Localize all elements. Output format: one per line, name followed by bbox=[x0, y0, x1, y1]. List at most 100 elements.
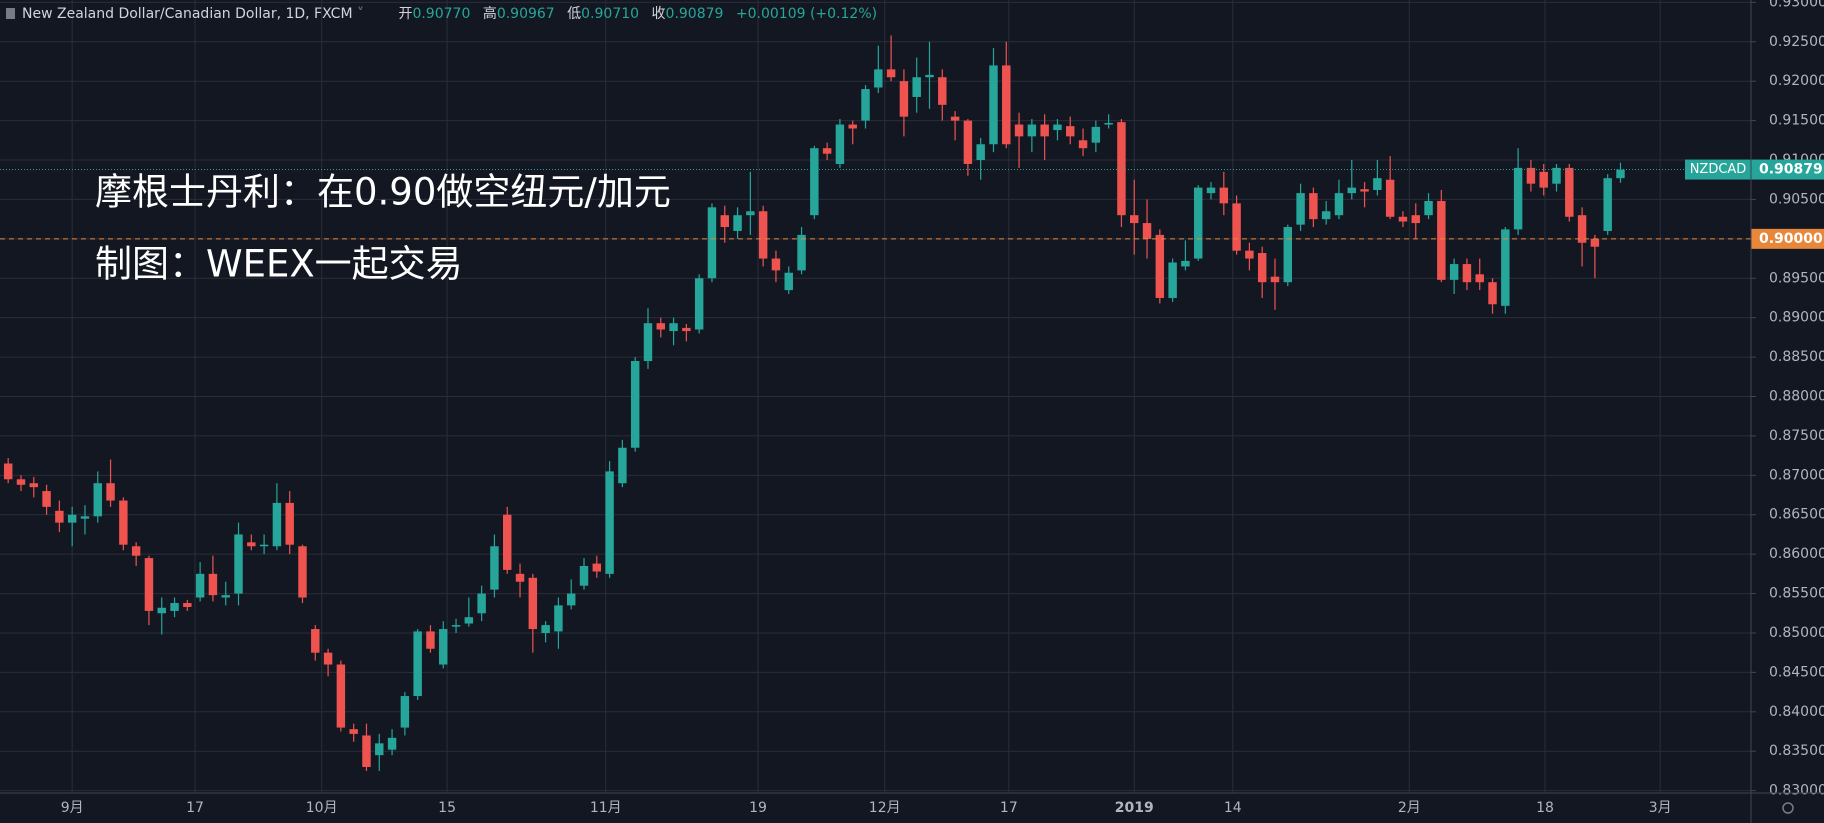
candle-body bbox=[630, 361, 640, 448]
candle-body bbox=[221, 595, 230, 598]
candle-body bbox=[1091, 126, 1101, 143]
candle-body bbox=[874, 69, 883, 88]
candle-body bbox=[298, 546, 307, 598]
candle-body bbox=[771, 258, 781, 271]
candle-body bbox=[311, 629, 320, 653]
close-label: 收 bbox=[652, 6, 666, 22]
symbol-label: NZDCAD bbox=[1690, 162, 1747, 177]
candle-body bbox=[1590, 238, 1600, 247]
y-tick-label: 0.89500 bbox=[1769, 270, 1824, 286]
y-tick-label: 0.83500 bbox=[1769, 743, 1824, 759]
y-tick-label: 0.88500 bbox=[1769, 349, 1824, 365]
candle-body bbox=[16, 479, 26, 485]
candles bbox=[3, 35, 1625, 771]
candle-body bbox=[503, 514, 512, 570]
x-tick-label: 18 bbox=[1536, 800, 1554, 816]
candle-body bbox=[259, 544, 269, 547]
x-tick-label: 15 bbox=[438, 800, 456, 816]
candle-body bbox=[183, 603, 192, 607]
candle-body bbox=[1526, 167, 1536, 184]
last-price-label: 0.90879 bbox=[1759, 162, 1823, 178]
candle-body bbox=[618, 447, 627, 484]
candle-body bbox=[195, 573, 205, 598]
candle-body bbox=[349, 729, 358, 734]
candle-body bbox=[1437, 201, 1446, 280]
symbol[interactable]: New Zealand Dollar/Canadian Dollar, 1D, … bbox=[22, 6, 353, 22]
candle-body bbox=[29, 483, 39, 488]
y-tick-label: 0.90500 bbox=[1769, 191, 1824, 207]
candle-body bbox=[656, 323, 666, 330]
candle-body bbox=[848, 124, 857, 129]
x-tick-label: 11月 bbox=[590, 800, 622, 816]
candle-body bbox=[464, 617, 474, 624]
reference-label: 0.90000 bbox=[1759, 231, 1823, 247]
y-tick-label: 0.84500 bbox=[1769, 664, 1824, 680]
y-tick-label: 0.86500 bbox=[1769, 507, 1824, 523]
candle-body bbox=[55, 510, 64, 523]
y-tick-label: 0.85000 bbox=[1769, 625, 1824, 641]
y-tick-label: 0.84000 bbox=[1769, 704, 1824, 720]
candle-body bbox=[515, 573, 525, 582]
candle-body bbox=[694, 278, 704, 330]
close-value: 0.90879 bbox=[666, 6, 724, 22]
candle-body bbox=[1373, 178, 1382, 190]
x-tick-label: 2月 bbox=[1398, 800, 1421, 816]
candle-body bbox=[733, 215, 742, 231]
candle-body bbox=[67, 514, 77, 523]
y-tick-label: 0.92500 bbox=[1769, 34, 1824, 50]
candle-body bbox=[3, 463, 13, 480]
candle-body bbox=[1309, 193, 1318, 220]
candle-body bbox=[643, 323, 653, 362]
y-tick-label: 0.83000 bbox=[1769, 783, 1824, 799]
candle-body bbox=[1027, 124, 1037, 137]
x-tick-label: 17 bbox=[186, 800, 204, 816]
y-tick-label: 0.91500 bbox=[1769, 113, 1824, 129]
candle-body bbox=[963, 120, 973, 164]
candle-body bbox=[144, 558, 154, 611]
candle-body bbox=[157, 607, 166, 614]
x-tick-label: 17 bbox=[1000, 800, 1018, 816]
candle-body bbox=[323, 652, 333, 665]
y-tick-label: 0.85500 bbox=[1769, 586, 1824, 602]
y-tick-label: 0.89000 bbox=[1769, 310, 1824, 326]
candle-body bbox=[1168, 262, 1177, 298]
y-tick-label: 0.87500 bbox=[1769, 428, 1824, 444]
candle-body bbox=[106, 483, 115, 501]
x-tick-label: 2019 bbox=[1115, 800, 1154, 816]
candle-body bbox=[797, 234, 806, 271]
candle-body bbox=[375, 743, 384, 756]
candle-body bbox=[1360, 189, 1369, 192]
settings-icon[interactable] bbox=[1782, 802, 1794, 814]
candle-body bbox=[1053, 124, 1062, 131]
candle-body bbox=[1014, 124, 1024, 137]
candle-body bbox=[1245, 250, 1254, 259]
candle-body bbox=[272, 502, 282, 547]
candle-body bbox=[1539, 171, 1548, 188]
candle-body bbox=[208, 573, 218, 596]
candle-body bbox=[1002, 65, 1011, 145]
high-value: 0.90967 bbox=[497, 6, 555, 22]
x-tick-label: 10月 bbox=[306, 800, 338, 816]
candle-body bbox=[247, 542, 256, 547]
candle-body bbox=[1411, 215, 1420, 224]
annotation: 制图：WEEX一起交易 bbox=[95, 243, 463, 286]
candle-body bbox=[1296, 193, 1305, 225]
candle-body bbox=[387, 737, 397, 750]
candle-body bbox=[451, 625, 461, 627]
candle-body bbox=[1155, 234, 1165, 298]
candle-body bbox=[119, 500, 128, 545]
candle-body bbox=[976, 144, 985, 161]
x-tick-label: 3月 bbox=[1649, 800, 1672, 816]
last-price-tag bbox=[1751, 159, 1824, 180]
candle-body bbox=[1257, 253, 1267, 283]
header: New Zealand Dollar/Canadian Dollar, 1D, … bbox=[22, 5, 877, 22]
high-label: 高 bbox=[483, 5, 497, 22]
candle-body bbox=[822, 148, 832, 154]
candle-body bbox=[1104, 122, 1113, 125]
x-tick-label: 9月 bbox=[61, 800, 84, 816]
candle-body bbox=[170, 603, 179, 611]
open-label: 开 bbox=[398, 6, 412, 22]
dropdown-caret[interactable]: ˅ bbox=[353, 6, 364, 22]
